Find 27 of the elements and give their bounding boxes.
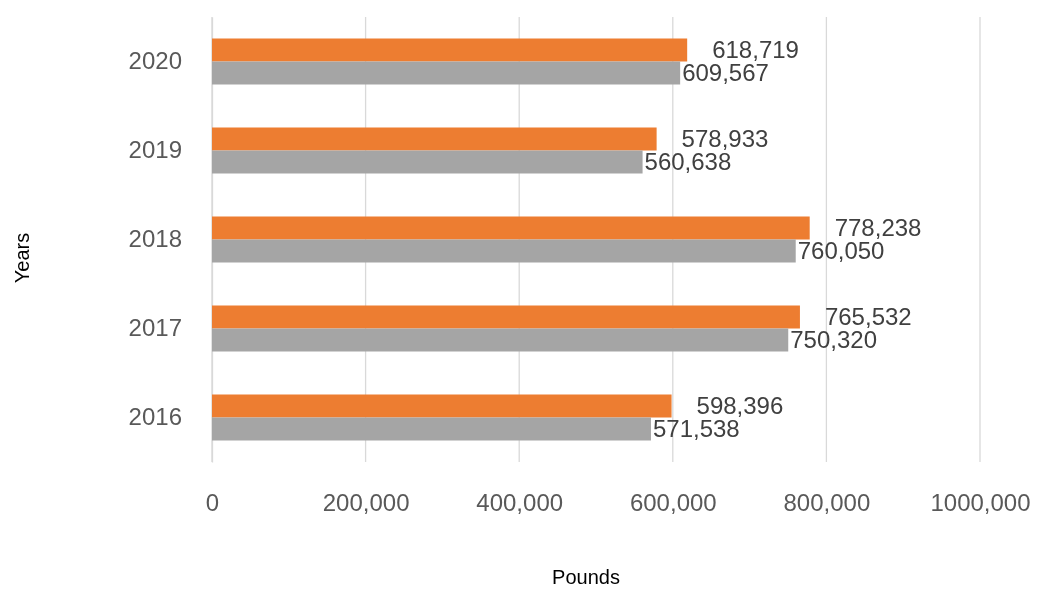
x-tick-label: 800,000 xyxy=(783,489,871,516)
bar xyxy=(212,61,681,85)
bar xyxy=(212,127,657,151)
bar xyxy=(212,417,651,441)
y-tick-label: 2020 xyxy=(128,47,182,75)
data-label: 765,532 xyxy=(824,303,912,331)
y-tick-label: 2017 xyxy=(128,314,182,342)
data-label: 578,933 xyxy=(681,125,769,153)
x-tick-label: 400,000 xyxy=(476,489,564,516)
bar xyxy=(212,328,789,352)
x-axis-title: Pounds xyxy=(552,566,620,588)
bar xyxy=(212,150,643,174)
x-tick-label: 0 xyxy=(205,489,220,516)
y-tick-label: 2016 xyxy=(128,403,182,431)
bar xyxy=(212,239,796,263)
bar xyxy=(212,38,688,62)
x-tick-label: 600,000 xyxy=(629,489,717,516)
data-label: 618,719 xyxy=(712,36,799,64)
x-tick-label: 200,000 xyxy=(322,489,410,516)
bar xyxy=(212,305,800,329)
y-tick-label: 2018 xyxy=(128,225,182,253)
y-tick-label: 2019 xyxy=(128,136,182,164)
y-axis-title: Years xyxy=(11,232,33,284)
data-label: 778,238 xyxy=(834,214,922,242)
x-tick-label: 1000,000 xyxy=(930,489,1031,516)
bar xyxy=(212,394,672,418)
bar xyxy=(212,216,810,240)
